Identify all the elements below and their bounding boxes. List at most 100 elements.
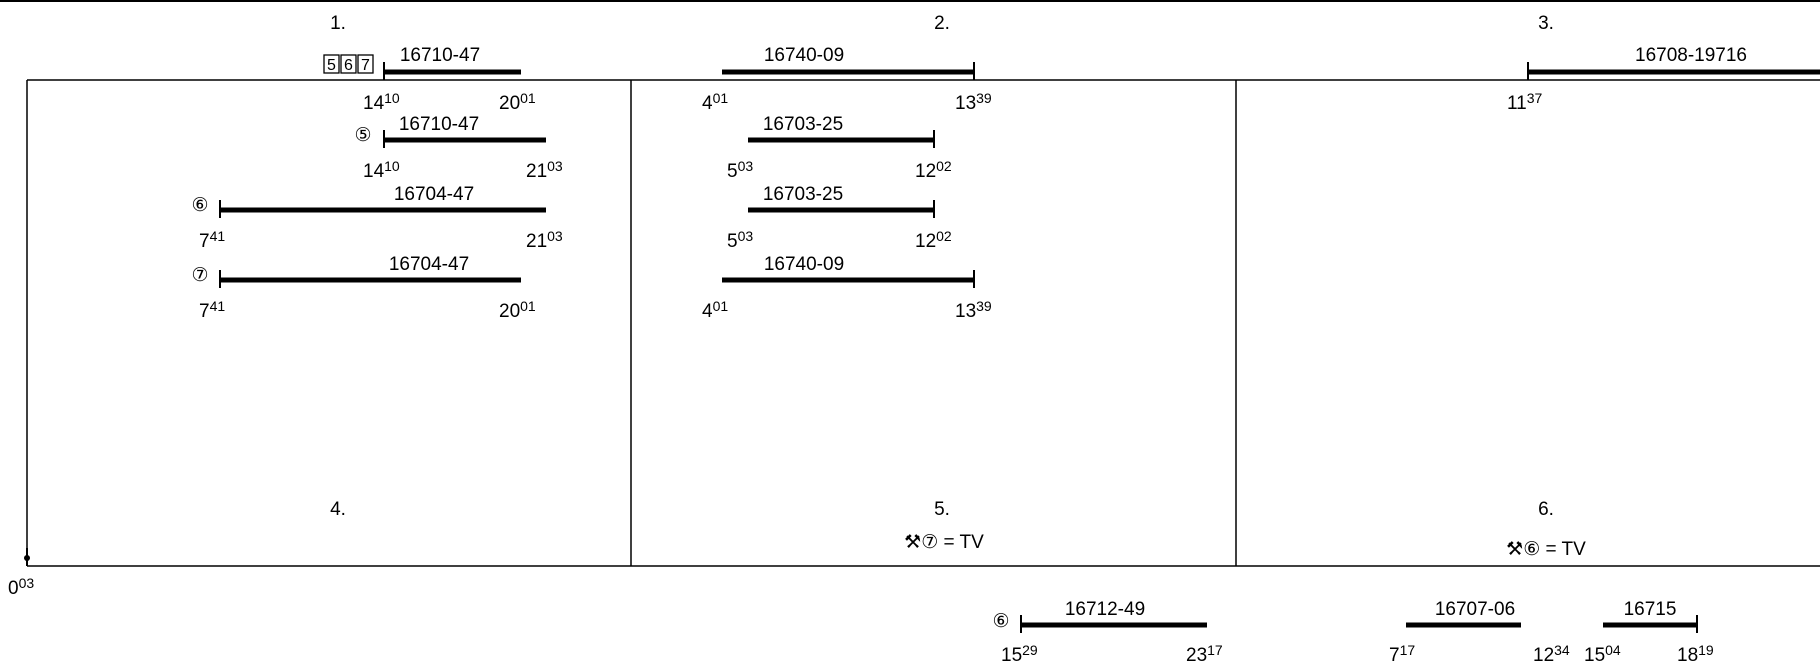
col-3-header-start: 1137: [1507, 90, 1543, 114]
col-2-row-2: 16703-25 503 1202: [727, 184, 952, 252]
bottom-row-1: ⑥ 16712-49 1529 2317: [992, 599, 1222, 666]
bottom-row-2-start-hour: 7: [1389, 645, 1400, 666]
col-1-row-2-end-minute: 03: [547, 228, 563, 244]
col-1-row-1-start: 1410: [363, 158, 400, 182]
col-2-row-1-end: 1202: [915, 158, 952, 182]
col-2-row-2-start-hour: 5: [727, 231, 738, 252]
col-2-row-3-train: 16740-09: [764, 254, 844, 275]
bottom-row-3-end-minute: 19: [1698, 642, 1714, 658]
bottom-row-1-end-minute: 17: [1207, 642, 1223, 658]
col-2-row-2-train: 16703-25: [763, 184, 843, 205]
col-1-row-3-end: 2001: [499, 298, 536, 322]
col-3-header-start-hour: 11: [1507, 93, 1527, 114]
col-1-row-1-end-minute: 03: [547, 158, 563, 174]
col-1-number: 1.: [330, 13, 346, 34]
col-2-row-2-end-minute: 02: [936, 228, 952, 244]
col-2-row-3-end: 1339: [955, 298, 992, 322]
col-1-row-3-marker: ⑦: [191, 265, 208, 286]
bottom-row-3-start-minute: 04: [1605, 642, 1621, 658]
col-1-row-3-end-hour: 20: [499, 301, 520, 322]
bottom-row-2-end: 1234: [1533, 642, 1570, 666]
col-1-header-start: 1410: [363, 90, 400, 114]
col-2-row-1-train: 16703-25: [763, 114, 843, 135]
col-1-header-end-minute: 01: [520, 90, 536, 106]
col-4-number: 4.: [330, 499, 346, 520]
bottom-row-3-start: 1504: [1584, 642, 1621, 666]
origin-time: 003: [8, 575, 34, 599]
col-1-row-1-start-minute: 10: [384, 158, 400, 174]
col-2-row-1-end-minute: 02: [936, 158, 952, 174]
col-2-row-2-end-hour: 12: [915, 231, 936, 252]
origin-dot: [24, 555, 30, 561]
bottom-row-3-start-hour: 15: [1584, 645, 1605, 666]
origin-hour: 0: [8, 578, 19, 599]
col-1-row-1-end-hour: 21: [526, 161, 547, 182]
col-1-row-1-train: 16710-47: [399, 114, 479, 135]
col-3-number: 3.: [1538, 13, 1554, 34]
col-2-row-3-end-hour: 13: [955, 301, 976, 322]
bottom-row-2-end-minute: 34: [1554, 642, 1570, 658]
col-2-header-train: 16740-09: [764, 45, 844, 66]
col-3-header-train: 16708-19716: [1635, 45, 1747, 66]
mark-box-7: [357, 54, 374, 74]
bottom-row-2-end-hour: 12: [1533, 645, 1554, 666]
col-1-header-train: 16710-47: [400, 45, 480, 66]
col-1-row-2-end: 2103: [526, 228, 563, 252]
col-1-row-2-end-hour: 21: [526, 231, 547, 252]
col-1-row-2-marker: ⑥: [191, 195, 208, 216]
col-2-row-3-start-minute: 01: [713, 298, 729, 314]
col-2-row-2-start-minute: 03: [738, 228, 754, 244]
col-5-note: ⚒⑦ = TV: [904, 532, 984, 553]
col-2-header-end-hour: 13: [955, 93, 976, 114]
col-1-header: 5 6 7 16710-47 1410 2001: [323, 45, 536, 114]
col-1-row-2-start-minute: 41: [210, 228, 226, 244]
bottom-row-1-end: 2317: [1186, 642, 1223, 666]
bottom-row-3-end: 1819: [1677, 642, 1714, 666]
col-1-header-start-hour: 14: [363, 93, 385, 114]
mark-box-6-label: 6: [344, 57, 353, 74]
col-2-row-2-end: 1202: [915, 228, 952, 252]
bottom-row-1-start-hour: 15: [1001, 645, 1022, 666]
col-2-row-1-end-hour: 12: [915, 161, 936, 182]
col-1-row-1-end: 2103: [526, 158, 563, 182]
col-1-row-3-end-minute: 01: [520, 298, 536, 314]
col-1-row-1: ⑤ 16710-47 1410 2103: [354, 114, 562, 182]
bottom-row-1-start: 1529: [1001, 642, 1038, 666]
bottom-row-2-start-minute: 17: [1400, 642, 1416, 658]
col-1-row-3-start: 741: [199, 298, 225, 322]
col-1-row-3-start-minute: 41: [210, 298, 226, 314]
col-1-row-1-marker: ⑤: [354, 125, 371, 146]
col-1-row-1-start-hour: 14: [363, 161, 385, 182]
col-2-row-3-start-hour: 4: [702, 301, 713, 322]
bottom-row-1-train: 16712-49: [1065, 599, 1145, 620]
col-6-note: ⚒⑥ = TV: [1506, 539, 1586, 560]
bottom-row-1-start-minute: 29: [1022, 642, 1038, 658]
col-2-row-1: 16703-25 503 1202: [727, 114, 952, 182]
col-5-number: 5.: [934, 499, 950, 520]
col-2-row-3: 16740-09 401 1339: [702, 254, 992, 322]
mark-box-7-label: 7: [361, 57, 370, 74]
col-2-header: 16740-09 401 1339: [702, 45, 992, 114]
bottom-row-2-train: 16707-06: [1435, 599, 1515, 620]
col-1-row-3-train: 16704-47: [389, 254, 469, 275]
col-1-row-3-start-hour: 7: [199, 301, 210, 322]
mark-box-5-label: 5: [327, 57, 336, 74]
col-2-header-start: 401: [702, 90, 728, 114]
col-2-header-start-minute: 01: [713, 90, 729, 106]
col-2-row-3-end-minute: 39: [976, 298, 992, 314]
col-1-row-2-start: 741: [199, 228, 225, 252]
col-1-header-start-minute: 10: [384, 90, 400, 106]
bottom-row-2-start: 717: [1389, 642, 1415, 666]
origin-minute: 03: [19, 575, 35, 591]
mark-boxes: 5 6 7: [323, 54, 374, 74]
col-2-number: 2.: [934, 13, 950, 34]
col-2-header-start-hour: 4: [702, 93, 713, 114]
col-3-header-start-minute: 37: [1527, 90, 1543, 106]
bottom-row-1-marker: ⑥: [992, 611, 1009, 632]
bottom-row-3: 16715 1504 1819: [1584, 599, 1714, 666]
col-2-header-end: 1339: [955, 90, 992, 114]
mark-box-6: [340, 54, 357, 74]
col-6-number: 6.: [1538, 499, 1554, 520]
col-2-row-1-start: 503: [727, 158, 753, 182]
